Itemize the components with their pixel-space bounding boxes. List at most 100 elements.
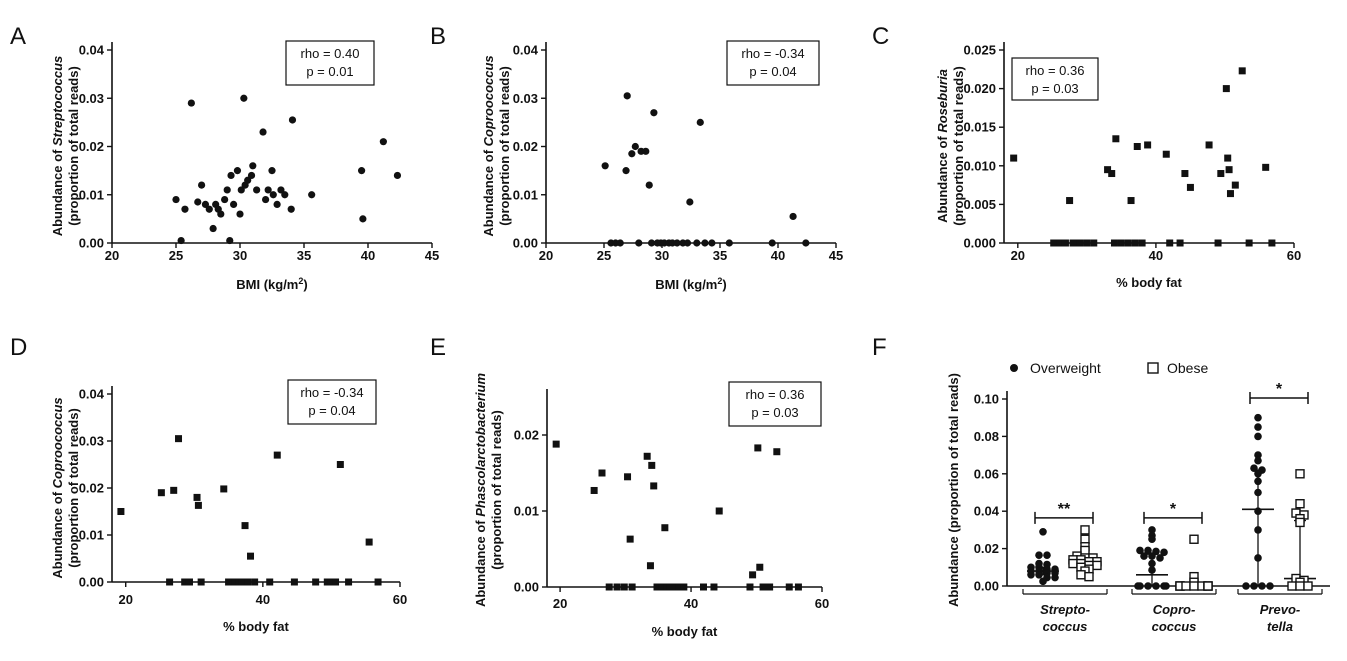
data-point [601, 162, 609, 170]
y-tick-label: 0.06 [974, 466, 999, 481]
data-point-overweight [1254, 413, 1262, 422]
data-point [1066, 197, 1074, 205]
data-point-obese [1295, 499, 1305, 509]
data-point-overweight [1254, 432, 1262, 441]
data-point [642, 147, 650, 155]
data-point [802, 239, 810, 247]
data-point-obese [1080, 525, 1090, 535]
data-point [1205, 141, 1213, 149]
data-point [177, 236, 185, 245]
data-point [241, 522, 249, 530]
data-point-overweight [1160, 548, 1168, 557]
data-point [598, 469, 606, 477]
y-axis-label: Abundance of Coproococcus(proportion of … [481, 55, 512, 236]
data-point-overweight [1254, 554, 1262, 562]
y-tick-label: 0.04 [79, 43, 105, 58]
y-tick-label: 0.00 [79, 236, 104, 251]
data-point [247, 552, 255, 560]
data-point [628, 150, 636, 158]
x-tick-label: 40 [771, 248, 785, 263]
data-point [1131, 239, 1139, 247]
x-tick-label: 60 [815, 596, 829, 611]
data-point [613, 583, 621, 591]
panel-e: E 0.00 0.01 0.02 Abundance of Phascolarctoba… [430, 334, 829, 639]
data-point [1162, 150, 1170, 158]
data-point [266, 578, 274, 586]
data-point-overweight [1027, 570, 1035, 579]
data-point [220, 485, 228, 493]
category-label: tella [1267, 619, 1293, 634]
data-point [262, 195, 270, 204]
data-point [1076, 239, 1084, 247]
data-point [658, 583, 666, 591]
data-point [172, 195, 180, 204]
data-point [1138, 239, 1146, 247]
data-point [209, 224, 217, 233]
data-point [759, 583, 767, 591]
data-point [312, 578, 320, 586]
data-point-obese [1287, 581, 1297, 591]
data-point [794, 583, 802, 591]
data-point [1108, 170, 1116, 178]
data-point-overweight [1250, 464, 1258, 472]
stats-p: p = 0.03 [751, 405, 798, 420]
data-point [785, 583, 793, 591]
significance-stars: ** [1058, 501, 1071, 518]
stats-box [726, 40, 820, 86]
data-point [605, 583, 613, 591]
data-point [226, 236, 234, 245]
data-point [198, 181, 206, 189]
data-point [624, 473, 632, 481]
data-point-obese [1068, 558, 1078, 569]
data-point [699, 583, 707, 591]
data-point [1050, 239, 1058, 247]
data-point [1245, 239, 1253, 247]
data-point-obese [1303, 581, 1313, 591]
y-tick-label: 0.01 [514, 504, 539, 519]
data-point [635, 239, 643, 247]
x-tick-label: 60 [393, 592, 407, 607]
y-axis-label: Abundance (proportion of total reads) [946, 373, 961, 607]
data-point [1181, 170, 1189, 178]
data-point [1166, 239, 1174, 247]
data-point-overweight [1148, 559, 1156, 568]
data-point [175, 435, 183, 443]
x-tick-label: 20 [118, 592, 132, 607]
data-point [236, 210, 244, 218]
data-point-overweight [1254, 526, 1262, 534]
data-point [269, 191, 277, 199]
data-point [1112, 135, 1120, 143]
data-point [648, 461, 656, 469]
x-tick-label: 30 [655, 248, 669, 263]
data-point [1231, 181, 1239, 189]
data-point [1127, 197, 1135, 205]
data-point-overweight [1136, 582, 1144, 590]
data-point [308, 191, 316, 199]
y-axis-label: Abundance of Coproococcus(proportion of … [50, 397, 81, 578]
y-tick-label: 0.00 [974, 579, 999, 594]
x-tick-label: 25 [169, 248, 183, 263]
x-axis-label: % body fat [223, 619, 289, 634]
data-point [251, 578, 259, 586]
data-point [623, 92, 631, 100]
data-point [675, 583, 683, 591]
y-tick-label: 0.03 [79, 434, 104, 449]
data-point [666, 583, 674, 591]
stats-p: p = 0.01 [306, 64, 353, 79]
data-point-overweight [1144, 546, 1152, 555]
data-point [646, 562, 654, 570]
data-point [626, 535, 634, 543]
y-axis-label: Abundance of Streptococcus(proportion of… [50, 56, 81, 237]
data-point [259, 128, 267, 136]
data-point-overweight [1148, 535, 1156, 544]
data-point [327, 578, 335, 586]
data-point [1056, 239, 1064, 247]
data-point [701, 239, 709, 247]
data-point [225, 578, 233, 586]
data-point [1069, 239, 1077, 247]
data-point [365, 538, 373, 546]
panel-f: F 0.00 0.02 0.04 0.06 0.08 0.10 Abundance (prop… [872, 334, 1330, 634]
data-point [288, 116, 297, 124]
y-tick-label: 0.000 [963, 236, 996, 251]
